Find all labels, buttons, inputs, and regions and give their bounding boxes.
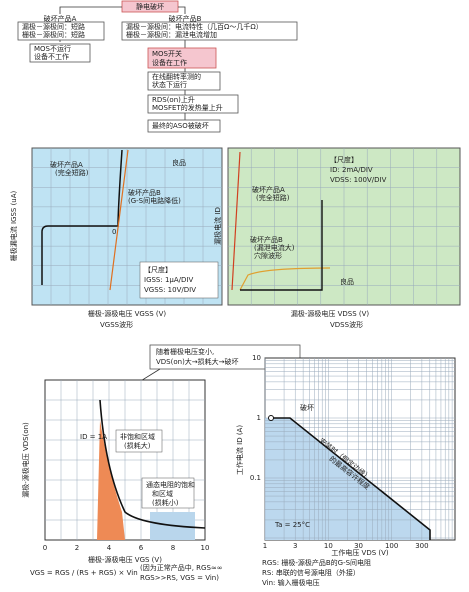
flow-top: 静电破坏 xyxy=(136,2,164,11)
marker xyxy=(268,415,274,421)
label: 非饱和区域 xyxy=(120,432,155,441)
label: 破坏产品A xyxy=(252,185,285,194)
flow-text: MOS开关 xyxy=(152,49,182,58)
vds-curve xyxy=(99,399,206,529)
label: 穴隙波形 xyxy=(254,251,282,260)
legend: Vin: 输入栅极电压 xyxy=(262,578,320,587)
x-label: 工作电压 VDS (V) xyxy=(331,548,389,557)
formula: VGS = RGS / (RS + RGS) × Vin xyxy=(30,569,138,577)
scale-box xyxy=(139,261,219,299)
x-tick-label: 6 xyxy=(139,544,144,552)
label: (完全短路) xyxy=(55,168,89,177)
reason: (因为正常产品中, RGS≈∞ xyxy=(140,563,223,572)
flow-text: RDS(on)上升 xyxy=(152,95,195,104)
label: VGSS波形 xyxy=(100,320,133,329)
box xyxy=(147,94,239,114)
box xyxy=(17,21,105,41)
label-box xyxy=(141,477,195,509)
label: ID = 1A xyxy=(80,433,107,441)
label: VGSS: 10V/DIV xyxy=(144,286,196,294)
x-tick-label: 1 xyxy=(263,542,267,550)
label: VDSS: 100V/DIV xyxy=(330,176,387,184)
y-tick-label: 0.1 xyxy=(250,474,261,482)
x-tick-label: 8 xyxy=(171,544,175,552)
label: 【尺度】 xyxy=(144,265,172,274)
box xyxy=(147,119,221,133)
y-label: 漏极-源极电压 VDS(on) xyxy=(21,422,30,498)
y-label: 栅极漏电流 IGSS (uA) xyxy=(9,190,18,261)
flow-text: 设备不工作 xyxy=(34,52,69,61)
label: 良品 xyxy=(172,158,186,167)
x-tick-label: 0 xyxy=(43,544,47,552)
flow-text: 在线翻转率测的 xyxy=(152,72,201,81)
top-box xyxy=(121,0,179,13)
grid xyxy=(228,148,460,305)
label: (漏泄电流大) xyxy=(254,243,295,252)
x-tick-label: 10 xyxy=(201,544,210,552)
good-curve xyxy=(240,200,323,291)
y-tick-label: 10 xyxy=(252,354,261,362)
flow-text: 最终的ASO被破坏 xyxy=(152,121,209,130)
x-tick-label: 10 xyxy=(324,542,333,550)
y-label: 漏极电流 ID xyxy=(213,207,222,245)
note: VDS(on)大→损耗大→破坏 xyxy=(156,357,239,366)
label: 和区域 xyxy=(152,489,173,498)
x-tick-label: 3 xyxy=(293,542,297,550)
legend: RS: 串联的信号源电阻（外接） xyxy=(262,568,360,577)
soa-limit xyxy=(271,417,431,540)
flow-text: 设备在工作 xyxy=(152,58,187,67)
flow-text: 漏极－源极间：电流特性（几百Ω～几千Ω） xyxy=(126,22,263,31)
label: 破坏产品B xyxy=(250,235,283,244)
flow-text: 栅极－源极间：漏泄电流增加 xyxy=(126,30,217,39)
label: VDSS波形 xyxy=(330,320,363,329)
flow-text: 状态下运行 xyxy=(152,80,187,89)
fail-b-curve xyxy=(239,267,331,291)
flow-text: MOSFET的发热量上升 xyxy=(152,103,223,112)
label: 0 xyxy=(112,228,116,236)
label: (完全短路) xyxy=(256,193,290,202)
box xyxy=(147,71,221,91)
fail-curve xyxy=(109,149,129,291)
x-tick-label: 2 xyxy=(75,544,79,552)
y-tick-label: 1 xyxy=(257,414,261,422)
grid xyxy=(264,358,455,540)
y-label: 工作电流 ID (A) xyxy=(235,425,244,475)
legend: RGS: 栅极-源极产品B的G-S间电阻 xyxy=(262,558,371,567)
x-label: 栅极-源极电压 VGSS (V) xyxy=(88,309,167,318)
x-label: 栅极-源极电压 VGS (V) xyxy=(88,555,162,564)
label: 良品 xyxy=(340,277,354,286)
flow-a-title: 破坏产品A xyxy=(44,14,77,23)
reason: RGS>>RS, VGS = Vin) xyxy=(140,574,219,582)
x-tick-label: 300 xyxy=(415,542,428,550)
label: IGSS: 1μA/DIV xyxy=(144,276,193,284)
label: 破坏产品A xyxy=(50,160,83,169)
grid xyxy=(45,380,205,540)
note: 随着栅极电压变小, xyxy=(156,347,214,356)
box xyxy=(29,43,91,63)
label: 通态电阻的饱和 xyxy=(146,480,195,489)
flow-b-title: 破坏产品B xyxy=(169,14,202,23)
x-tick-label: 4 xyxy=(107,544,112,552)
flow-text: 栅极－源极间：短路 xyxy=(22,30,85,39)
label: Ta = 25°C xyxy=(274,521,310,529)
flow-text: 漏极－源极间：短路 xyxy=(22,22,85,31)
label-box xyxy=(115,429,163,453)
good-curve xyxy=(41,149,123,285)
box xyxy=(121,21,298,41)
label: (损耗大) xyxy=(124,441,151,450)
flow-text: MOS不运行 xyxy=(34,44,71,53)
label: (损耗小) xyxy=(152,498,179,507)
label: (G-S间电路降低) xyxy=(128,196,181,205)
label: 破坏 xyxy=(300,403,314,412)
label: ID: 2mA/DIV xyxy=(330,166,373,174)
label: 破坏产品B xyxy=(128,188,161,197)
region-fill xyxy=(97,420,125,540)
fail-a-curve xyxy=(231,151,241,291)
box xyxy=(147,47,217,69)
x-label: 漏极-源极电压 VDSS (V) xyxy=(291,309,370,318)
x-tick-label: 100 xyxy=(385,542,398,550)
x-tick-label: 30 xyxy=(354,542,363,550)
label: 【尺度】 xyxy=(330,155,358,164)
